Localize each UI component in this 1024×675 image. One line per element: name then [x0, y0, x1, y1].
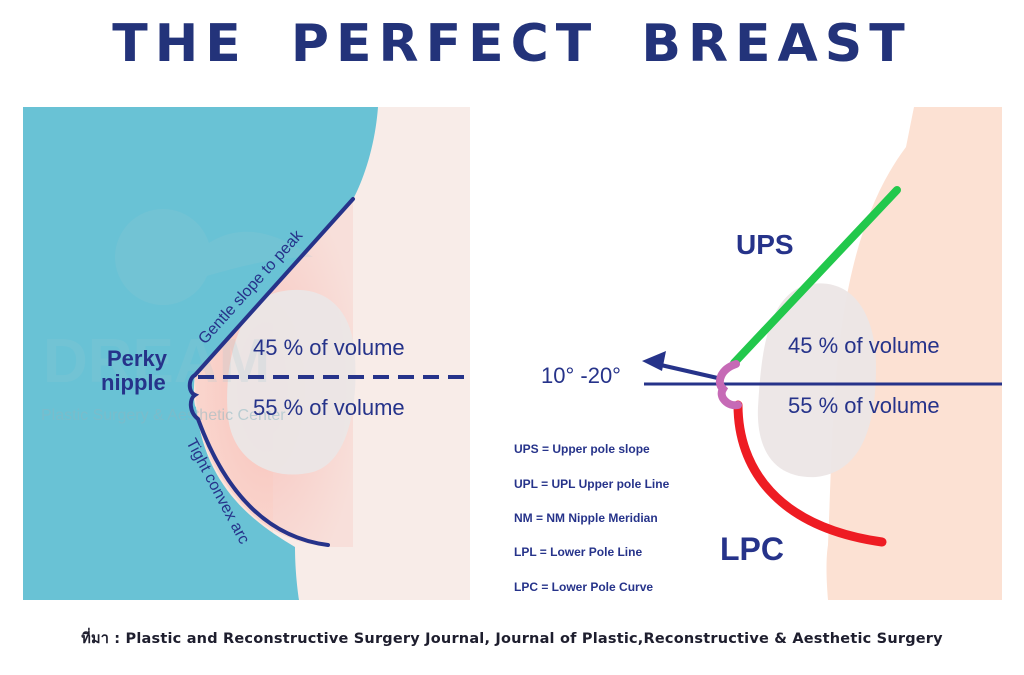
watermark-text: Plastic Surgery & Aesthetic Center: [41, 407, 286, 424]
page-title: THE PERFECT BREAST: [112, 14, 912, 74]
teal-background: [23, 107, 378, 600]
lpc-label: LPC: [720, 531, 784, 567]
right-diagram: UPS LPC 10° -20° 45 % of volume 55 % of …: [476, 107, 1002, 600]
legend-item-upl: UPL = UPL Upper pole Line: [514, 477, 670, 491]
lower-pole-curve-line: [733, 400, 887, 547]
legend-item-lpl: LPL = Lower Pole Line: [514, 545, 642, 559]
upper-pole-slope-line: [730, 186, 901, 367]
legend-item-nm: NM = NM Nipple Meridian: [514, 511, 658, 525]
watermark-logo: DREAM: [43, 209, 313, 396]
left-diagram: DREAM Plastic Surgery & Aesthetic Center…: [23, 107, 470, 600]
skin-side: [826, 107, 1002, 600]
upper-volume-label: 45 % of volume: [253, 335, 405, 360]
svg-text:DREAM: DREAM: [43, 327, 270, 396]
upper-volume-label: 45 % of volume: [788, 333, 940, 358]
angle-arrow-line: [651, 361, 723, 381]
legend-item-lpc: LPC = Lower Pole Curve: [514, 580, 653, 594]
upper-slope-line: [193, 197, 355, 377]
source-citation: ที่มา : Plastic and Reconstructive Surge…: [81, 631, 943, 647]
legend-item-ups: UPS = Upper pole slope: [514, 442, 650, 456]
lower-arc-line: [187, 373, 330, 547]
nipple-marker: [715, 360, 742, 410]
angle-label: 10° -20°: [541, 363, 621, 388]
angle-arrow-head: [642, 351, 666, 371]
lower-volume-label: 55 % of volume: [253, 395, 405, 420]
implant-shape: [227, 289, 356, 475]
perky-label-line1: Perky: [107, 346, 168, 371]
lower-volume-label: 55 % of volume: [788, 393, 940, 418]
ups-label: UPS: [736, 229, 794, 260]
legend: UPS = Upper pole slope UPL = UPL Upper p…: [514, 442, 670, 594]
left-diagram-svg: DREAM Plastic Surgery & Aesthetic Center…: [23, 107, 470, 600]
implant-shape: [757, 283, 876, 478]
perky-label-line2: nipple: [101, 370, 166, 395]
right-diagram-svg: UPS LPC 10° -20° 45 % of volume 55 % of …: [476, 107, 1002, 600]
